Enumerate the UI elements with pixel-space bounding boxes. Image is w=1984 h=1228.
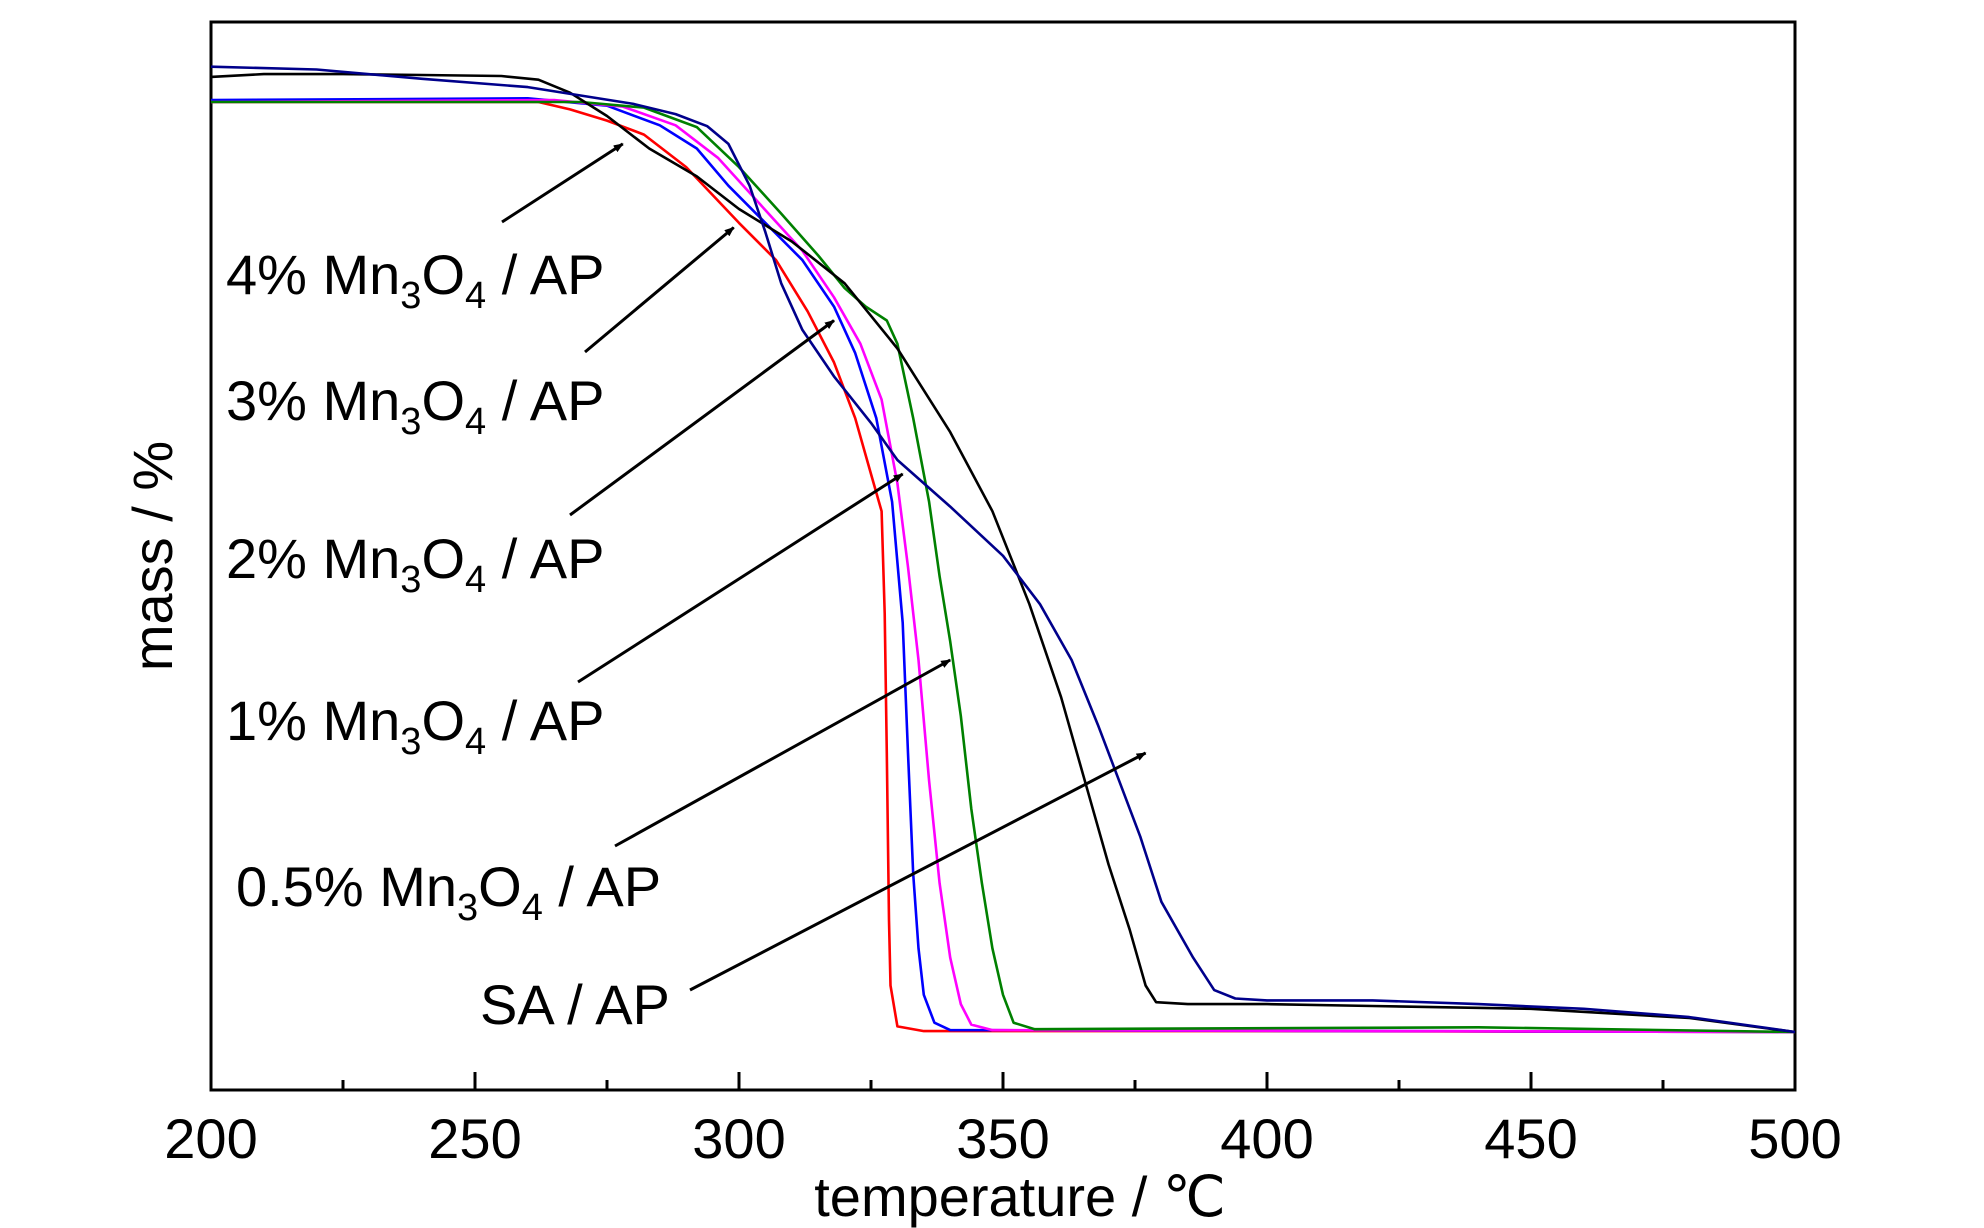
- annotation-label: 1% Mn3O4 / AP: [226, 689, 604, 763]
- x-axis-title: temperature / ℃: [814, 1165, 1226, 1228]
- x-tick-label: 500: [1748, 1107, 1841, 1170]
- annotation-arrow: [689, 751, 1147, 992]
- x-tick-label: 400: [1220, 1107, 1313, 1170]
- annotation-label: SA / AP: [480, 973, 670, 1036]
- x-axis-ticks: 200 250 300 350 400 450 500: [164, 1072, 1842, 1170]
- x-tick-label: 450: [1484, 1107, 1577, 1170]
- annotation-layer: 4% Mn3O4 / AP 3% Mn3O4 / AP 2% Mn3O4 / AP 1…: [226, 142, 1147, 1036]
- series-line-4: [210, 72, 1796, 1034]
- x-tick-label: 250: [428, 1107, 521, 1170]
- annotation-label: 2% Mn3O4 / AP: [226, 527, 604, 601]
- x-tick-label: 300: [692, 1107, 785, 1170]
- annotation-arrow: [501, 142, 624, 224]
- series-line-5: [210, 65, 1796, 1034]
- annotation-label: 4% Mn3O4 / AP: [226, 243, 604, 317]
- annotation-label: 0.5% Mn3O4 / AP: [236, 855, 661, 929]
- annotation-arrow: [577, 472, 904, 684]
- series-line-1: [210, 97, 1796, 1034]
- series-line-3: [211, 100, 1796, 1034]
- series-layer: [210, 65, 1796, 1034]
- annotation-arrow: [614, 658, 952, 848]
- x-tick-label: 200: [164, 1107, 257, 1170]
- annotation-label: 3% Mn3O4 / AP: [226, 369, 604, 443]
- y-axis-title: mass / %: [121, 441, 184, 671]
- series-line-2: [210, 98, 1796, 1034]
- x-tick-label: 350: [956, 1107, 1049, 1170]
- annotation-arrow: [569, 319, 835, 517]
- annotation-arrow: [584, 226, 735, 354]
